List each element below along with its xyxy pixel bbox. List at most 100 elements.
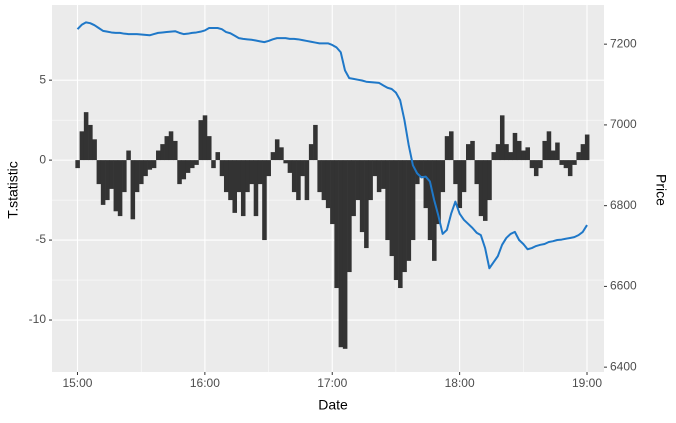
bar <box>440 160 446 193</box>
bar <box>559 160 564 165</box>
bar <box>139 160 144 185</box>
bar <box>525 147 530 161</box>
bar <box>279 147 284 161</box>
y-tick-label: 5 <box>39 72 46 86</box>
bar <box>347 160 352 273</box>
bar <box>359 160 365 233</box>
bar <box>130 160 136 220</box>
bar <box>185 160 191 173</box>
bar <box>325 160 331 209</box>
bar <box>504 144 509 161</box>
bar <box>262 160 267 241</box>
bar <box>211 160 216 169</box>
bar <box>291 160 297 193</box>
bar <box>215 152 221 161</box>
x-tick-label: 15:00 <box>62 376 92 390</box>
bar <box>487 160 492 201</box>
bar <box>257 160 263 185</box>
bar <box>143 160 148 177</box>
bar <box>296 160 301 201</box>
bar <box>406 160 412 261</box>
y2-tick-label: 6400 <box>610 359 637 373</box>
y2-axis-title: Price <box>653 174 669 206</box>
bar <box>427 160 433 241</box>
bar <box>156 150 161 161</box>
bar <box>147 160 153 170</box>
x-tick-label: 16:00 <box>190 376 220 390</box>
bar <box>482 160 488 221</box>
bar <box>181 160 187 180</box>
bar <box>194 160 199 165</box>
bar <box>495 144 501 161</box>
bar <box>576 152 581 161</box>
y2-tick-label: 6600 <box>610 279 637 293</box>
bar <box>134 160 140 193</box>
bar <box>164 136 170 161</box>
bar <box>96 160 102 185</box>
bar <box>274 139 280 161</box>
bar <box>368 160 373 201</box>
bar <box>355 160 361 201</box>
x-axis-title: Date <box>318 397 348 413</box>
bar <box>253 160 259 217</box>
bar <box>283 160 288 164</box>
bar <box>190 160 195 169</box>
y-tick-label: 0 <box>39 152 46 166</box>
bar <box>198 120 204 161</box>
bar <box>546 131 552 161</box>
bar <box>330 160 335 225</box>
bar <box>563 160 569 169</box>
bar <box>521 150 526 161</box>
bar <box>219 160 225 177</box>
bar <box>491 152 497 161</box>
bar <box>550 150 556 161</box>
bar <box>381 160 386 189</box>
bar <box>300 160 305 177</box>
bar <box>508 152 514 161</box>
bar <box>160 144 165 161</box>
y2-tick-label: 7200 <box>610 36 637 50</box>
bar <box>338 160 344 348</box>
y-tick-label: -5 <box>35 232 46 246</box>
bar <box>529 160 535 169</box>
bar <box>245 160 250 193</box>
bar <box>168 131 174 161</box>
bar <box>308 144 314 161</box>
bar <box>542 140 547 161</box>
bar <box>317 160 322 193</box>
bar <box>555 142 560 161</box>
bar <box>313 124 318 161</box>
y-axis-title: T.statistic <box>5 161 21 219</box>
bar <box>100 160 106 205</box>
bar <box>334 160 339 289</box>
bar <box>113 160 119 212</box>
bar <box>206 136 212 161</box>
bar <box>88 124 93 161</box>
bar <box>109 160 114 189</box>
bar <box>423 160 429 209</box>
y-tick-label: -10 <box>29 312 47 326</box>
bar <box>364 160 369 249</box>
x-tick-label: 18:00 <box>445 376 475 390</box>
bar <box>466 144 471 161</box>
bar <box>580 144 586 161</box>
bar <box>232 160 238 213</box>
bar <box>538 160 543 169</box>
bar <box>270 152 276 161</box>
bar <box>287 160 293 173</box>
bar <box>470 140 475 161</box>
bar <box>228 160 233 201</box>
bar <box>461 160 467 193</box>
bar <box>453 160 458 185</box>
bar <box>92 139 97 161</box>
bar <box>236 160 242 193</box>
bar <box>499 115 505 161</box>
bar <box>432 160 437 261</box>
bar <box>584 134 590 161</box>
bar <box>173 140 178 161</box>
bar <box>385 160 390 241</box>
bar <box>567 160 573 177</box>
bar <box>410 160 416 241</box>
bar <box>444 136 450 161</box>
